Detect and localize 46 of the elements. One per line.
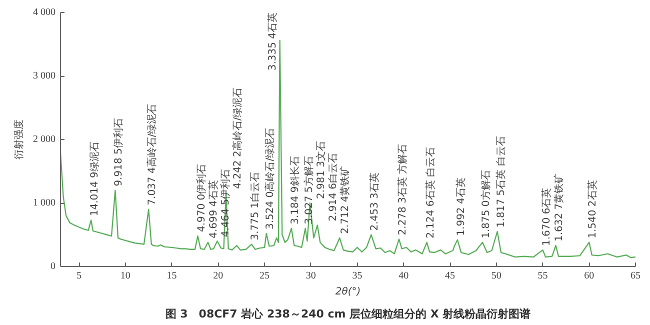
- annotation: 4.970 0伊利石: [195, 164, 208, 232]
- annotation: 4.242 2高岭石/绿泥石: [231, 87, 244, 189]
- y-tick-label: 2 000: [33, 134, 56, 145]
- annotation: 3.524 0高岭石/绿泥石: [264, 128, 276, 230]
- y-tick-label: 3 000: [33, 70, 56, 82]
- annotation: 3.335 4石英: [266, 12, 278, 71]
- x-tick-label: 55: [538, 270, 548, 282]
- annotation: 14.014 9绿泥石: [88, 142, 101, 216]
- x-tick-label: 35: [352, 270, 362, 282]
- x-tick-label: 20: [213, 270, 224, 282]
- y-tick-label: 1 000: [33, 198, 56, 208]
- y-tick-label: 4 000: [33, 7, 56, 18]
- annotation: 7.037 4高岭石/绿泥石: [146, 104, 158, 206]
- annotation: 9.918 5伊利石: [112, 118, 125, 186]
- x-tick-label: 10: [120, 270, 130, 282]
- annotation: 3.027 5方解石: [302, 156, 315, 224]
- annotation: 2.981 3文石: [314, 140, 327, 199]
- y-axis-title: 衍射强度: [13, 120, 25, 160]
- x-tick-label: 45: [445, 270, 456, 282]
- annotation: 4.464 5伊利石: [219, 168, 232, 238]
- annotation: 1.670 6石英: [540, 188, 552, 246]
- annotation: 1.632 7黄铁矿: [553, 173, 566, 242]
- x-tick-label: 25: [260, 270, 270, 282]
- annotation: 2.278 3石英 方解石: [396, 144, 409, 236]
- annotation: 2.124 6石英 白云石: [424, 147, 436, 238]
- x-tick-label: 15: [166, 270, 177, 282]
- annotation: 1.540 2石英: [586, 180, 599, 238]
- x-tick-label: 60: [584, 270, 594, 282]
- annotation: 1.992 4石英: [454, 178, 467, 236]
- x-tick-label: 40: [398, 270, 409, 282]
- text: 图 3 08CF7 岩心 238～240 cm 层位细粒组分的 X 射线粉晶衍射图谱: [165, 308, 531, 320]
- annotation: 2.712 4黄铁矿: [338, 166, 351, 234]
- x-axis-title: 2θ(°): [335, 286, 361, 298]
- x-tick-label: 50: [491, 270, 502, 282]
- y-tick-label: 0: [50, 261, 56, 272]
- x-tick-label: 65: [630, 270, 640, 282]
- annotation: 4.699 4石英: [207, 180, 220, 238]
- x-tick-label: 5: [76, 270, 82, 282]
- annotation: 1.875 0方解石: [480, 170, 492, 238]
- annotation: 3.184 9斜长石: [288, 156, 301, 224]
- annotation: 3.775 1白云石: [249, 172, 262, 240]
- annotation: 1.817 5石英 白云石: [494, 136, 507, 228]
- annotation: 2.914 6白云石: [326, 153, 339, 222]
- line-series: [60, 40, 636, 258]
- x-tick-label: 30: [306, 270, 316, 282]
- annotation: 2.453 3石英: [368, 172, 381, 231]
